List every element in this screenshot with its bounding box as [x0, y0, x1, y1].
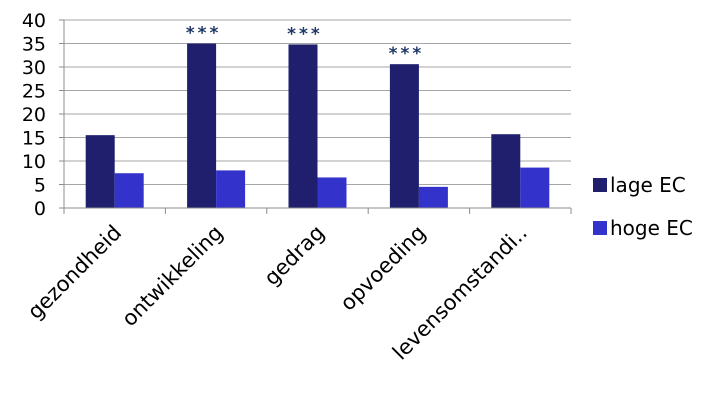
bar-lage-ec	[187, 43, 217, 208]
y-tick-label: 10	[22, 151, 46, 173]
legend-label: hoge EC	[610, 216, 693, 240]
y-tick-label: 40	[22, 10, 46, 32]
y-tick-label: 15	[22, 128, 46, 150]
significance-label: ***	[389, 44, 425, 64]
bar-hoge-ec	[317, 177, 347, 208]
significance-labels: *** *** ***	[186, 24, 425, 65]
x-tick-label: ontwikkeling	[117, 221, 227, 331]
bar-lage-ec	[389, 64, 419, 209]
x-tick-label: gedrag	[259, 221, 329, 291]
axes	[63, 20, 572, 214]
y-tick-label: 30	[22, 57, 46, 79]
bar-hoge-ec	[114, 173, 144, 208]
bar-lage-ec	[85, 135, 115, 208]
bar-hoge-ec	[216, 170, 246, 208]
y-tick-label: 5	[34, 175, 46, 197]
bars	[85, 43, 550, 209]
x-tick-label: gezondheid	[23, 221, 126, 324]
y-tick-label: 35	[22, 34, 46, 56]
y-tick-label: 0	[34, 198, 46, 220]
legend-label: lage EC	[610, 173, 686, 197]
bar-hoge-ec	[418, 186, 448, 208]
bar-lage-ec	[491, 134, 521, 208]
legend-swatch	[593, 178, 607, 192]
significance-label: ***	[287, 24, 323, 44]
y-tick-label: 25	[22, 81, 46, 103]
legend: lage EC hoge EC	[593, 173, 693, 240]
significance-label: ***	[186, 24, 222, 44]
bar-hoge-ec	[520, 167, 550, 208]
y-tick-label: 20	[22, 104, 46, 126]
bar-lage-ec	[288, 44, 318, 208]
legend-swatch	[593, 221, 607, 235]
x-tick-label: opvoeding	[336, 221, 431, 316]
